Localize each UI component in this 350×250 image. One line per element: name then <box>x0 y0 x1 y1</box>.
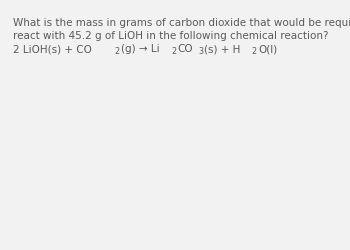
Text: (g) → Li: (g) → Li <box>121 44 160 54</box>
Text: 3: 3 <box>198 48 203 56</box>
Text: 2: 2 <box>171 48 176 56</box>
Text: 2 LiOH(s) + CO: 2 LiOH(s) + CO <box>13 44 92 54</box>
Text: O(l): O(l) <box>258 44 277 54</box>
Text: What is the mass in grams of carbon dioxide that would be required to: What is the mass in grams of carbon diox… <box>13 18 350 28</box>
Text: react with 45.2 g of LiOH in the following chemical reaction?: react with 45.2 g of LiOH in the followi… <box>13 31 329 41</box>
Text: 2: 2 <box>115 48 120 56</box>
Text: 2: 2 <box>251 48 257 56</box>
Text: CO: CO <box>178 44 194 54</box>
Text: (s) + H: (s) + H <box>204 44 241 54</box>
